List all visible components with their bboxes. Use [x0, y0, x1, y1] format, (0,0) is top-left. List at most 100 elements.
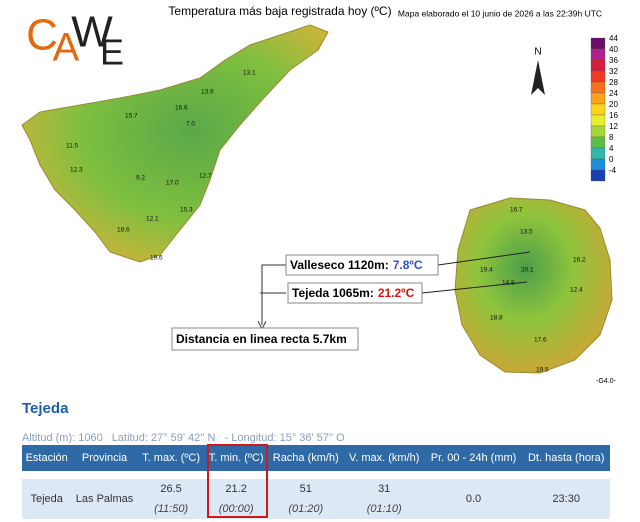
- callout-station: Valleseco 1120m:: [290, 258, 389, 272]
- scale-swatch: [590, 125, 606, 138]
- station-value: 13.1: [243, 70, 256, 77]
- scale-label: 44: [609, 34, 618, 43]
- station-value: 15.7: [125, 113, 138, 120]
- scale-label: 16: [609, 111, 618, 120]
- cell: Las Palmas: [71, 479, 138, 519]
- scale-swatch: [590, 169, 606, 182]
- column-header: Provincia: [71, 445, 138, 471]
- station-value: 12.3: [70, 167, 83, 174]
- column-header: V. max. (km/h): [343, 445, 425, 471]
- meta-label: Altitud (m):: [22, 432, 76, 444]
- scale-label: 0: [609, 155, 614, 164]
- data-row: Tejeda Las Palmas 26.5 21.2 51 31 0.0 23:30: [22, 479, 610, 519]
- north-label: N: [534, 47, 541, 58]
- station-value: 17.6: [534, 337, 547, 344]
- scale-label: 28: [609, 78, 618, 87]
- station-meta: Altitud (m): 1060 Latitud: 27° 59' 42'' …: [22, 432, 351, 444]
- callout-line: [437, 251, 531, 266]
- cell: Tejeda: [22, 479, 72, 519]
- scale-swatch: [590, 147, 606, 160]
- time-cell: (01:10): [343, 499, 425, 519]
- station-value: 20.1: [521, 267, 534, 274]
- meta-label: - Longitud:: [224, 432, 277, 444]
- scale-swatch: [590, 81, 606, 94]
- spacer-row: [22, 471, 610, 479]
- station-value: 14.8: [502, 280, 515, 287]
- station-value: 7.0: [186, 121, 195, 128]
- callout-line: [421, 281, 528, 294]
- station-value: 17.0: [166, 180, 179, 187]
- distance-box: [171, 327, 359, 351]
- logo-letter: A: [53, 26, 80, 70]
- map: Temperatura más baja registrada hoy (ºC)…: [21, 4, 618, 385]
- scale-swatch: [590, 103, 606, 116]
- station-panel: Tejeda Altitud (m): 1060 Latitud: 27° 59…: [0, 392, 640, 522]
- map-title: Temperatura más baja registrada hoy (ºC): [168, 4, 391, 18]
- station-value: 13.5: [520, 229, 533, 236]
- island-gran-canaria: [454, 197, 613, 374]
- callout-box: [287, 282, 423, 304]
- cell: 21.2: [204, 479, 268, 499]
- cell: 0.0: [424, 479, 523, 519]
- station-value: 15.3: [180, 207, 193, 214]
- station-value: 19.4: [480, 267, 493, 274]
- scale-swatch: [590, 70, 606, 83]
- highlight-box: [207, 444, 268, 518]
- scale-label: 4: [609, 144, 614, 153]
- station-value: 12.1: [146, 216, 159, 223]
- map-subtitle: Mapa elaborado el 10 junio de 2026 a las…: [398, 8, 602, 18]
- station-value: 16.2: [573, 257, 586, 264]
- station-value: 16.7: [510, 207, 523, 214]
- column-header: T. min. (ºC): [204, 445, 268, 471]
- station-value: 19.5: [536, 367, 549, 374]
- scale-swatch: [590, 136, 606, 149]
- column-header: T. max. (ºC): [137, 445, 205, 471]
- column-header: Racha (km/h): [267, 445, 344, 471]
- station-value: 16.6: [175, 105, 188, 112]
- scale-label: 12: [609, 122, 618, 131]
- cell: 31: [343, 479, 425, 499]
- time-row: (11:50) (00:00) (01:20) (01:10): [22, 499, 610, 519]
- scale-label: 36: [609, 56, 618, 65]
- time-cell: (11:50): [137, 499, 205, 519]
- logo-letter: C: [26, 11, 58, 60]
- column-header: Estación: [22, 445, 72, 471]
- station-value: 18.8: [490, 315, 503, 322]
- distance-label: Distancia en linea recta 5.7km: [176, 332, 347, 346]
- data-table: Estación Provincia T. max. (ºC) T. min. (ºC…: [22, 445, 610, 519]
- distance-arrow: [262, 264, 286, 325]
- station-value: 18.6: [117, 227, 130, 234]
- station-value: 11.5: [66, 143, 79, 150]
- map-footer: -G4.0-: [596, 378, 617, 385]
- scale-swatch: [590, 59, 606, 72]
- callout-station: Tejeda 1065m:: [292, 286, 374, 300]
- station-value: 13.9: [201, 89, 214, 96]
- north-arrow: [531, 60, 545, 95]
- column-header: Pr. 00 - 24h (mm): [424, 445, 523, 471]
- scale-swatch: [590, 92, 606, 105]
- scale-label: 40: [609, 45, 618, 54]
- meta-value: 15° 36' 57'' O: [279, 432, 345, 444]
- cell: 51: [267, 479, 344, 499]
- scale-label: -4: [609, 166, 617, 175]
- cell: 26.5: [137, 479, 205, 499]
- time-cell: (00:00): [204, 499, 268, 519]
- scale-swatch: [590, 158, 606, 171]
- meta-label: Latitud:: [111, 432, 148, 444]
- meta-value: 1060: [78, 432, 103, 444]
- scale-label: 24: [609, 89, 618, 98]
- scale-label: 32: [609, 67, 618, 76]
- callout-value: 21.2ºC: [378, 286, 415, 300]
- callout-text: Tejeda 1065m: 21.2ºC: [292, 286, 415, 300]
- time-cell: (01:20): [267, 499, 344, 519]
- scale-label: 8: [609, 133, 614, 142]
- scale-swatch: [590, 114, 606, 127]
- station-name: Tejeda: [22, 400, 69, 417]
- callout-text: Valleseco 1120m: 7.8ºC: [290, 258, 423, 272]
- callout-box: [285, 254, 439, 276]
- logo-letter: W: [71, 8, 113, 57]
- station-value: 12.4: [570, 287, 583, 294]
- logo-letter: E: [100, 32, 124, 73]
- station-value: 9.2: [136, 175, 145, 182]
- callout-value: 7.8ºC: [393, 258, 423, 272]
